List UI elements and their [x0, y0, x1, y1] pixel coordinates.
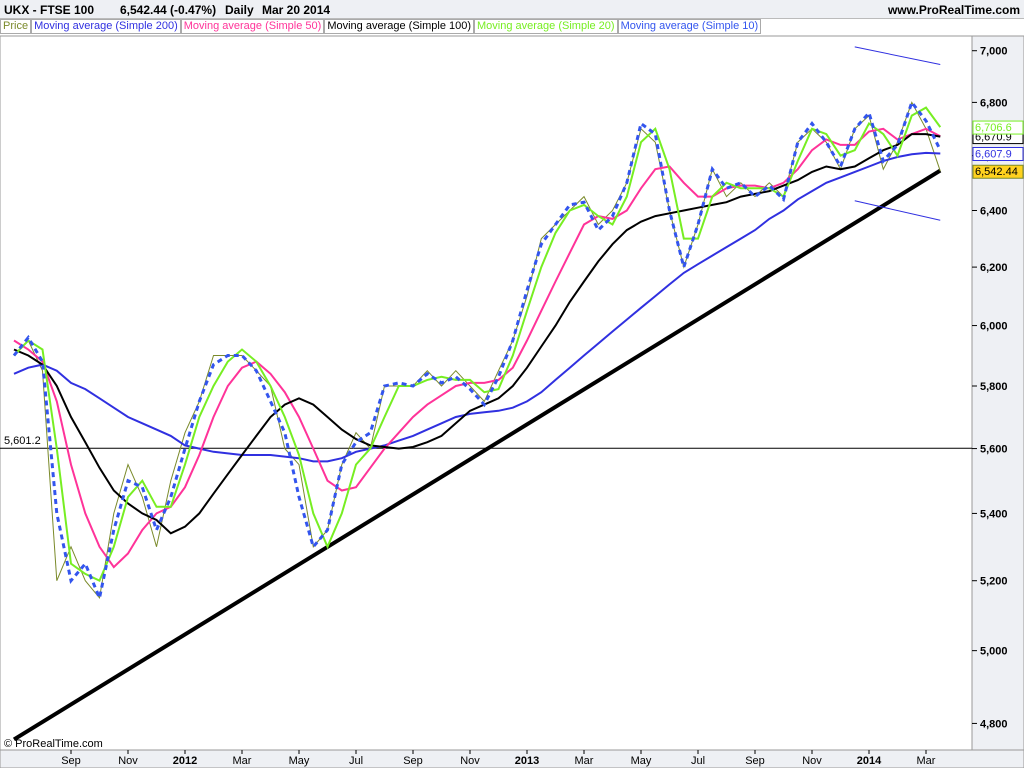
x-tick-label: Nov: [802, 755, 822, 767]
x-tick-label: Mar: [917, 755, 936, 767]
x-tick-label: Nov: [460, 755, 480, 767]
date: Mar 20 2014: [262, 3, 331, 17]
trendline: [854, 46, 941, 66]
x-tick-label: Jul: [349, 755, 363, 767]
legend-entry[interactable]: Price: [0, 19, 32, 34]
moving-average-line: [12, 99, 942, 603]
x-tick-label: Nov: [118, 755, 138, 767]
y-tick-label: 6,800: [980, 97, 1008, 109]
y-tick-label: 5,400: [980, 508, 1008, 520]
period: Daily: [225, 3, 254, 17]
x-tick-label: Sep: [61, 755, 81, 767]
legend-entry[interactable]: Moving average (Simple 100): [324, 19, 475, 34]
x-tick-label: Mar: [233, 755, 252, 767]
x-tick-label: 2012: [173, 755, 197, 767]
end-label-box: [972, 146, 1024, 161]
x-tick-label: Sep: [403, 755, 423, 767]
x-tick-label: Mar: [575, 755, 594, 767]
y-tick-label: 6,400: [980, 205, 1008, 217]
y-tick-label: 4,800: [980, 718, 1008, 730]
x-tick-label: May: [631, 755, 652, 767]
x-tick-label: 2013: [515, 755, 539, 767]
quote: 6,542.44 (-0.47%): [120, 3, 217, 17]
site[interactable]: www.ProRealTime.com: [887, 3, 1020, 17]
y-tick-label: 6,200: [980, 262, 1008, 274]
x-axis-area: [0, 749, 1024, 768]
y-tick-label: 7,000: [980, 46, 1008, 58]
trendline: [854, 200, 941, 221]
x-tick-label: 2014: [857, 755, 882, 767]
x-tick-label: Sep: [745, 755, 765, 767]
legend-entry[interactable]: Moving average (Simple 200): [31, 19, 181, 34]
plot-area: [0, 35, 973, 751]
moving-average-line: [13, 127, 941, 569]
legend: Price Moving average (Simple 200) Moving a…: [0, 19, 762, 34]
y-tick-label: 5,200: [980, 576, 1008, 588]
end-label: 6,706.6: [975, 122, 1012, 134]
y-tick-label: 6,000: [980, 321, 1008, 333]
trendline: [12, 168, 942, 742]
end-label-box: [972, 120, 1024, 135]
header: UKX - FTSE 100 6,542.44 (-0.47%) Daily M…: [0, 0, 1024, 19]
legend-entry[interactable]: Moving average (Simple 20): [474, 19, 618, 34]
legend-entry[interactable]: Moving average (Simple 50): [180, 19, 325, 34]
moving-average-line: [13, 151, 941, 463]
end-label: 6,670.9: [975, 132, 1012, 144]
symbol: UKX - FTSE 100: [4, 3, 95, 17]
end-label: 6,542.44: [975, 166, 1018, 178]
x-tick-label: Jul: [691, 755, 705, 767]
horizontal-line-label: 5,601.2: [4, 435, 41, 447]
y-tick-label: 5,000: [980, 646, 1008, 658]
end-label-box: [972, 164, 1024, 179]
legend-entry[interactable]: Moving average (Simple 10): [617, 19, 762, 34]
moving-average-line: [13, 133, 941, 535]
end-label: 6,607.9: [975, 148, 1012, 160]
y-tick-label: 5,600: [980, 444, 1008, 456]
footer: © ProRealTime.com: [4, 738, 103, 750]
y-tick-label: 5,800: [980, 381, 1008, 393]
x-tick-label: May: [289, 755, 310, 767]
